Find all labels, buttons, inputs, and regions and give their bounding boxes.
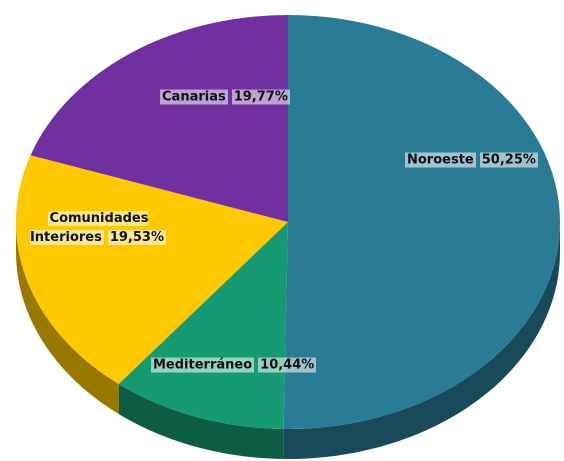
label-text: 10,44% <box>258 357 317 373</box>
label-text: 19,53% <box>107 230 167 245</box>
slice-label: Comunidades Interiores 19,53% <box>23 209 173 247</box>
label-text: 19,77% <box>231 89 290 105</box>
slice <box>283 15 561 430</box>
slice <box>118 222 288 429</box>
slice-side <box>118 383 284 459</box>
label-text: Canarias <box>160 89 228 105</box>
label-text: 50,25% <box>479 152 538 168</box>
slice-side <box>16 222 119 414</box>
label-text: Noroeste <box>405 152 476 168</box>
slice <box>30 15 288 222</box>
slice-label: Noroeste 50,25% <box>405 151 538 170</box>
slice-side <box>283 222 560 459</box>
slice-label: Mediterráneo 10,44% <box>151 356 317 375</box>
label-text: Mediterráneo <box>151 357 255 373</box>
slice-label: Canarias 19,77% <box>160 88 290 107</box>
